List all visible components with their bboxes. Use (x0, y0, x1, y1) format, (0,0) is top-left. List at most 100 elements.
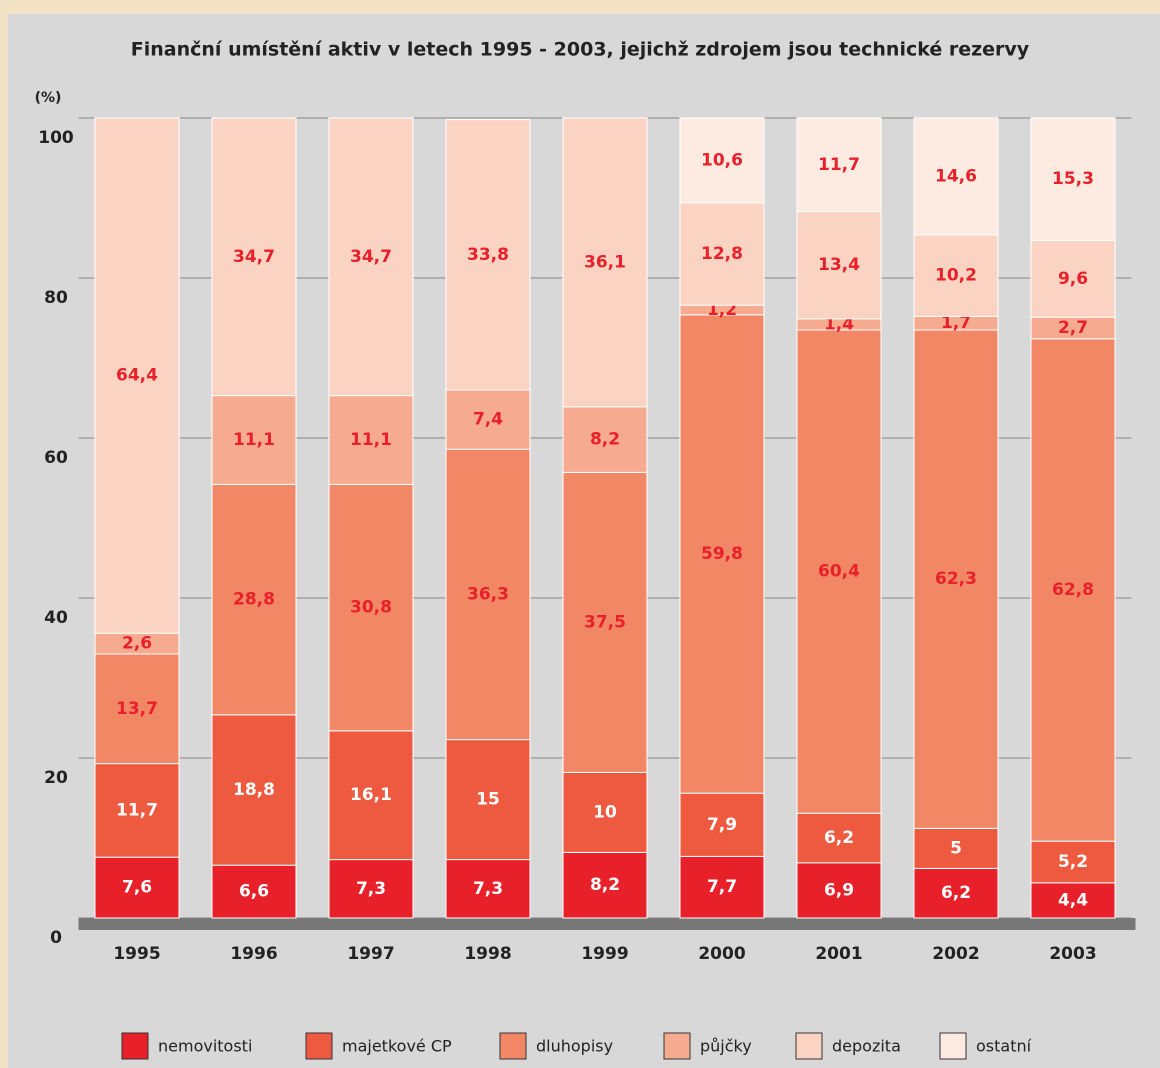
bar-segment (211, 714, 297, 866)
data-label: 6,2 (941, 883, 971, 903)
bar-segment (94, 653, 180, 765)
data-label: 13,4 (818, 255, 860, 275)
x-tick-label: 1998 (464, 944, 511, 964)
data-label: 15 (476, 790, 500, 810)
data-label: 7,4 (473, 410, 503, 430)
legend-swatch (121, 1032, 149, 1060)
x-tick-label: 2002 (932, 944, 979, 964)
data-label: 10 (593, 802, 617, 822)
bar-segment (328, 483, 414, 732)
legend-label: majetkové CP (342, 1037, 452, 1056)
data-label: 10,6 (701, 150, 743, 170)
y-tick-label: 60 (44, 448, 68, 468)
bar-segment (211, 483, 297, 716)
bar-segment (679, 855, 765, 919)
bar-segment (796, 117, 882, 213)
legend-swatch (305, 1032, 333, 1060)
data-label: 9,6 (1058, 269, 1088, 289)
data-label: 11,7 (116, 800, 158, 820)
data-label: 18,8 (233, 780, 275, 800)
data-label: 8,2 (590, 875, 620, 895)
x-tick-label: 1995 (113, 944, 160, 964)
data-label: 15,3 (1052, 169, 1094, 189)
data-label: 6,9 (824, 880, 854, 900)
bar-segment (913, 329, 999, 829)
y-tick-label: 100 (38, 128, 74, 148)
chart-title: Finanční umístění aktiv v letech 1995 - … (131, 39, 1030, 61)
x-tick-label: 2003 (1049, 944, 1096, 964)
data-label: 60,4 (818, 562, 860, 582)
y-tick-label: 80 (44, 288, 68, 308)
data-label: 36,3 (467, 584, 509, 604)
bar-segment (328, 859, 414, 919)
data-label: 5 (950, 838, 962, 858)
legend-label: nemovitosti (158, 1037, 252, 1056)
data-label: 34,7 (350, 247, 392, 267)
data-label: 28,8 (233, 590, 275, 610)
data-label: 1,4 (824, 314, 854, 334)
bar-segment (445, 389, 531, 450)
bar-segment (1030, 840, 1116, 884)
bar-segment (445, 119, 531, 391)
bar-segment (562, 471, 648, 773)
data-label: 34,7 (233, 247, 275, 267)
bar-segment (679, 202, 765, 306)
bar-segment (211, 864, 297, 919)
bar-segment (796, 862, 882, 919)
bar-segment (562, 117, 648, 408)
legend-swatch (939, 1032, 967, 1060)
data-label: 64,4 (116, 366, 158, 386)
bar-segment (1030, 882, 1116, 919)
bar-segment (445, 739, 531, 861)
bar-segment (94, 856, 180, 919)
bar-segment (562, 851, 648, 919)
x-tick-label: 1999 (581, 944, 628, 964)
legend-label: ostatní (976, 1037, 1032, 1056)
x-axis (78, 918, 1136, 930)
data-label: 8,2 (590, 430, 620, 450)
bar-segment (796, 812, 882, 864)
bar-segment (913, 867, 999, 919)
data-label: 6,2 (824, 828, 854, 848)
data-label: 62,3 (935, 569, 977, 589)
bar-segment (94, 117, 180, 634)
data-label: 2,7 (1058, 318, 1088, 338)
data-label: 7,3 (473, 879, 503, 899)
bar-segment (679, 117, 765, 204)
data-label: 7,3 (356, 879, 386, 899)
bar-segment (796, 329, 882, 814)
x-tick-label: 1996 (230, 944, 277, 964)
data-label: 11,1 (350, 430, 392, 450)
bar-segment (796, 211, 882, 320)
data-label: 7,6 (122, 878, 152, 898)
legend-label: depozita (832, 1037, 901, 1056)
legend-swatch (499, 1032, 527, 1060)
y-tick-label: 20 (44, 768, 68, 788)
data-label: 30,8 (350, 598, 392, 618)
data-label: 7,9 (707, 815, 737, 835)
data-label: 1,7 (941, 313, 971, 333)
x-tick-label: 2000 (698, 944, 745, 964)
data-label: 4,4 (1058, 890, 1088, 910)
bar-segment (562, 771, 648, 853)
data-label: 37,5 (584, 612, 626, 632)
legend-label: půjčky (700, 1037, 752, 1056)
data-label: 13,7 (116, 699, 158, 719)
x-tick-label: 2001 (815, 944, 862, 964)
bar-segment (679, 314, 765, 794)
y-tick-label: 0 (50, 928, 62, 948)
data-label: 12,8 (701, 244, 743, 264)
data-label: 11,7 (818, 155, 860, 175)
data-label: 59,8 (701, 544, 743, 564)
data-label: 36,1 (584, 252, 626, 272)
data-label: 11,1 (233, 430, 275, 450)
bar-segment (211, 117, 297, 397)
data-label: 7,7 (707, 877, 737, 897)
data-label: 16,1 (350, 785, 392, 805)
bar-segment (328, 117, 414, 397)
bar-segment (562, 406, 648, 473)
data-label: 10,2 (935, 266, 977, 286)
data-label: 6,6 (239, 882, 269, 902)
data-label: 33,8 (467, 245, 509, 265)
